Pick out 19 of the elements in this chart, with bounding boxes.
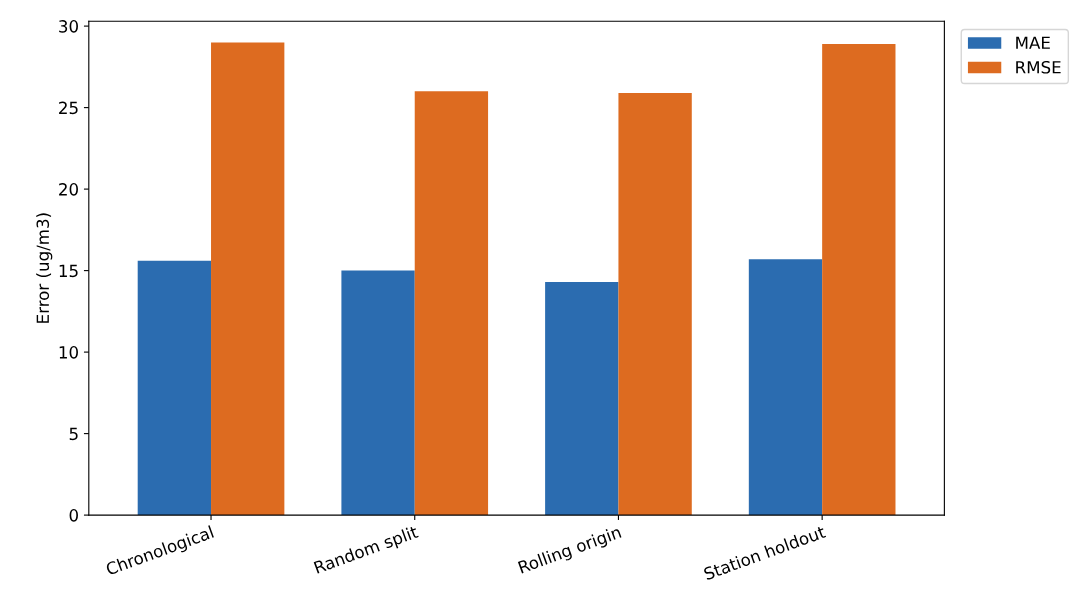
- bar: [341, 270, 415, 516]
- bar: [414, 91, 489, 516]
- y-tick-label: 25: [59, 101, 78, 115]
- x-tick-label: Rolling origin: [517, 525, 623, 577]
- y-tick-label: 10: [59, 346, 78, 359]
- legend-label: RMSE: [1016, 60, 1061, 74]
- bar: [545, 282, 619, 516]
- y-tick-label: 30: [59, 20, 78, 33]
- y-axis-title: Error (ug/m3): [36, 213, 53, 323]
- y-tick-label: 0: [69, 509, 78, 522]
- bar: [137, 260, 212, 516]
- y-tick-label: 20: [59, 183, 78, 196]
- bar: [822, 44, 896, 516]
- y-tick-label: 15: [59, 264, 78, 278]
- y-tick-label: 5: [69, 427, 78, 441]
- legend-label: MAE: [1016, 36, 1050, 49]
- bar: [618, 92, 692, 516]
- bar: [748, 259, 823, 516]
- bar: [211, 42, 285, 516]
